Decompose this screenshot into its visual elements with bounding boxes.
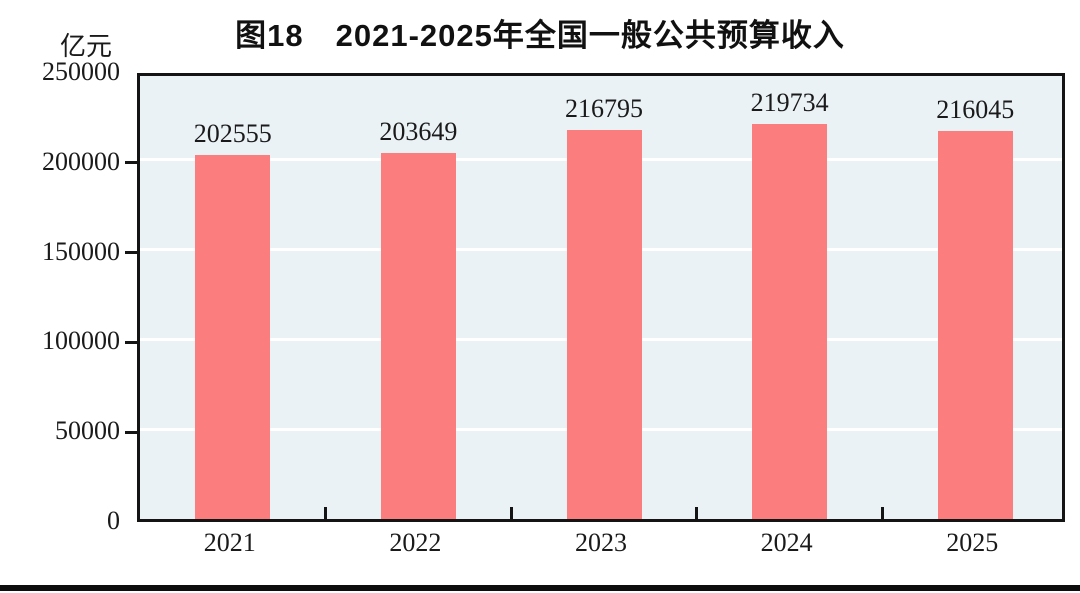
y-axis-label-100000: 100000 <box>42 326 120 356</box>
bar-value-label-2021: 202555 <box>193 119 272 149</box>
x-axis-tick-4 <box>880 507 884 519</box>
x-axis-label-2023: 2023 <box>575 528 627 557</box>
bar-2021 <box>195 155 271 519</box>
x-axis-tick-3 <box>695 507 699 519</box>
x-axis-label-2025: 2025 <box>946 528 999 557</box>
y-axis-tick-150000 <box>125 251 137 255</box>
y-axis-tick-100000 <box>125 340 137 344</box>
bar-value-label-2023: 216795 <box>565 93 643 123</box>
plot-area: 202555 203649 216795 219734 216045 <box>137 73 1065 522</box>
bar-value-label-2022: 203649 <box>379 117 458 147</box>
y-axis-label-150000: 150000 <box>42 236 120 266</box>
x-axis-label-2024: 2024 <box>760 528 813 557</box>
bar-2025 <box>937 130 1013 519</box>
x-axis-tick-2 <box>509 507 513 519</box>
y-axis-label-250000: 250000 <box>42 57 120 86</box>
y-axis-label-0: 0 <box>107 506 120 535</box>
x-axis-tick-1 <box>324 507 328 519</box>
y-axis-label-50000: 50000 <box>55 416 120 446</box>
y-axis-label-200000: 200000 <box>42 146 120 176</box>
bar-2022 <box>380 153 456 519</box>
bar-value-label-2025: 216045 <box>936 94 1015 124</box>
chart-title: 图18 2021-2025年全国一般公共预算收入 <box>235 18 845 53</box>
y-axis-unit-label: 亿元 <box>60 32 113 61</box>
y-axis-tick-50000 <box>125 430 137 434</box>
page-divider-line <box>0 585 1080 591</box>
y-axis-tick-200000 <box>125 161 137 165</box>
bar-value-label-2024: 219734 <box>750 88 829 118</box>
x-axis-label-2021: 2021 <box>203 528 256 557</box>
bar-2024 <box>752 124 828 519</box>
x-axis-label-2022: 2022 <box>389 528 442 557</box>
bar-2023 <box>566 129 642 519</box>
